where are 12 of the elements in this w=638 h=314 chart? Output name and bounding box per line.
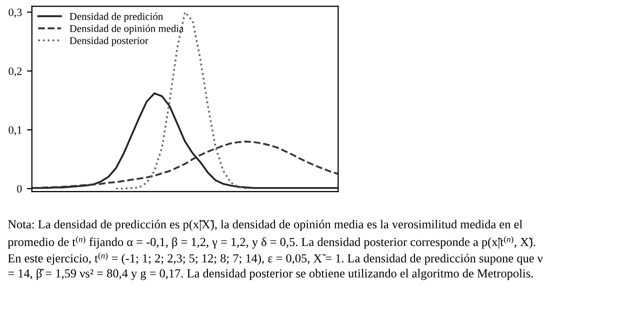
legend-label: Densidad de opinión media xyxy=(70,24,184,34)
legend-label: Densidad de predición xyxy=(70,12,163,22)
y-tick-label: 0,3 xyxy=(8,8,22,18)
line-series xyxy=(32,140,338,189)
legend-label: Densidad posterior xyxy=(70,36,148,46)
text: = 14, β̂ = 1,59 νs² = 80,4 y g = 0,17. La densidad posterior se obtiene utilizando el algoritmo de Metropolis. xyxy=(8,268,533,280)
text: promedio de t$^{(n)}$ fijando α = -0,1, β = 1,2, γ = 1,2, y δ = 0,5. La densidad posterior corresponde a p(x̃|t$^{(n)}$, X̃). xyxy=(8,236,536,249)
text: En este ejercicio, t$^{(n)}$ = (-1; 1; 2; 2,3; 5; 12; 8; 7; 14), ε = 0,05, X̃ = 1. La densidad de predicción supone que ν xyxy=(8,252,543,265)
text: Nota: La densidad de predicción es p(x̃|X̃), la densidad de opinión media es la verosimilitud medida en el xyxy=(8,220,522,231)
y-tick-label: 0,1 xyxy=(8,126,22,136)
y-tick-label: 0,2 xyxy=(8,67,22,77)
y-tick-label: 0 xyxy=(17,185,22,193)
